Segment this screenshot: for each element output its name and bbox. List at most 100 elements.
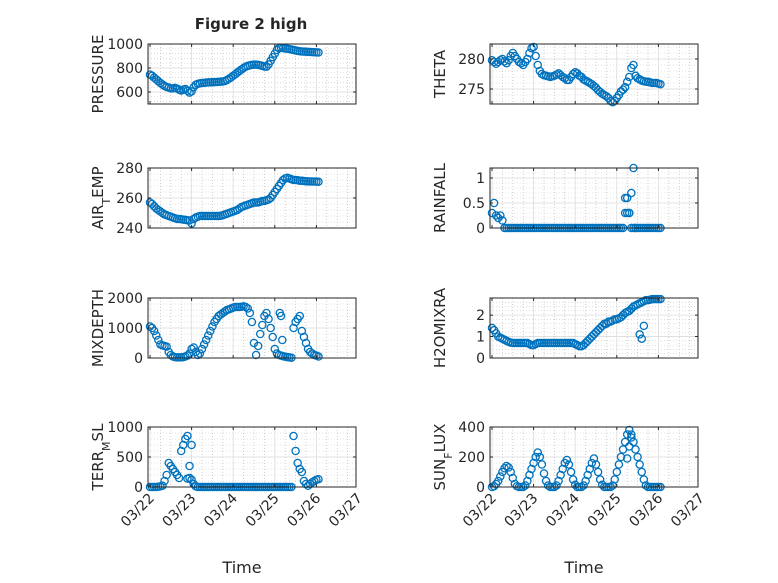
data-point [187, 440, 196, 450]
data-point [641, 481, 651, 490]
data-point [154, 335, 163, 345]
major-grid [148, 427, 356, 487]
x-axis-label: Time [563, 558, 603, 577]
data-point [262, 62, 271, 72]
y-tick-label: 280 [116, 161, 143, 177]
y-axis-label: PRESSURE [89, 35, 107, 114]
data-point [587, 458, 597, 468]
plot-area [148, 44, 356, 104]
data-point [610, 475, 619, 484]
data-point [187, 87, 196, 96]
data-point [270, 344, 280, 354]
data-point [496, 211, 505, 220]
data-point [531, 452, 540, 462]
major-grid [490, 168, 698, 228]
data-point [183, 431, 192, 441]
data-point [278, 335, 287, 345]
data-point [162, 342, 171, 351]
data-point [498, 216, 507, 225]
subplot-theta: 275 280 THETA [431, 42, 699, 107]
data-point [614, 460, 624, 469]
data-point [502, 461, 511, 471]
data-point [620, 437, 630, 447]
subplot-rainfall: 0 0.5 1 RAINFALL [431, 162, 699, 237]
data-point [521, 481, 530, 490]
data-point [278, 175, 288, 185]
data-point [289, 431, 298, 441]
data-point [295, 311, 305, 321]
data-point [208, 322, 217, 331]
data-point [487, 208, 497, 218]
data-point [541, 476, 551, 486]
y-axis-label: SUNFLUX [431, 424, 455, 491]
data-point [622, 193, 632, 203]
y-tick-label: 2 [476, 308, 485, 324]
data-point [487, 323, 497, 333]
data-point [251, 350, 261, 360]
series-markers [145, 173, 323, 228]
data-point [616, 452, 626, 462]
data-point [568, 475, 578, 484]
data-point [637, 467, 647, 477]
data-point [504, 55, 513, 65]
y-tick-label: 280 [458, 52, 485, 68]
data-point [145, 322, 155, 331]
y-tick-label: 1000 [107, 321, 143, 337]
axes-box [489, 167, 699, 229]
data-point [625, 442, 634, 451]
data-point [656, 294, 665, 304]
y-axis-label: AIRTEMP [89, 166, 113, 229]
data-point [297, 467, 307, 477]
data-point [618, 85, 628, 94]
data-point [291, 446, 300, 456]
axes-box [147, 43, 357, 105]
data-point [627, 433, 636, 442]
data-point [639, 321, 649, 331]
data-point [629, 60, 638, 70]
data-point [195, 349, 205, 358]
data-point [516, 58, 526, 68]
data-point [185, 473, 194, 483]
data-point [635, 460, 644, 469]
data-point [602, 91, 611, 101]
data-point [500, 57, 509, 66]
data-point [314, 474, 323, 484]
y-axis-label: THETA [431, 49, 449, 99]
axes-box [489, 43, 699, 105]
data-point [158, 481, 167, 491]
data-point [562, 455, 572, 465]
data-point [151, 331, 161, 340]
subplot-h2omixra: 0 1 2 H2OMIXRA [431, 287, 699, 368]
data-point [566, 467, 576, 477]
y-tick-label: 260 [116, 191, 143, 207]
data-point [258, 320, 267, 330]
figure-title: Figure 2 high [195, 15, 308, 33]
data-point [174, 473, 184, 483]
data-point [629, 437, 638, 447]
y-tick-label: 400 [458, 420, 485, 436]
data-point [185, 461, 194, 471]
data-point [183, 351, 192, 360]
y-axis-label: H2OMIXRA [431, 287, 449, 368]
data-point [496, 472, 505, 481]
y-tick-label: 275 [458, 82, 485, 98]
data-point [533, 448, 543, 457]
data-point [268, 332, 277, 342]
y-tick-label: 800 [116, 61, 143, 77]
data-point [206, 326, 215, 336]
data-point [491, 211, 501, 220]
data-point [500, 463, 509, 473]
data-point [266, 323, 275, 333]
y-tick-label: 0 [476, 480, 485, 496]
data-point [529, 42, 538, 52]
y-axis-label: TERRMSL [89, 423, 113, 492]
y-tick-label: 0 [476, 221, 485, 237]
series-markers [145, 302, 323, 362]
plot-area [490, 44, 698, 104]
data-point [162, 470, 171, 480]
data-point [622, 77, 632, 87]
data-point [314, 48, 323, 57]
data-point [535, 452, 545, 462]
